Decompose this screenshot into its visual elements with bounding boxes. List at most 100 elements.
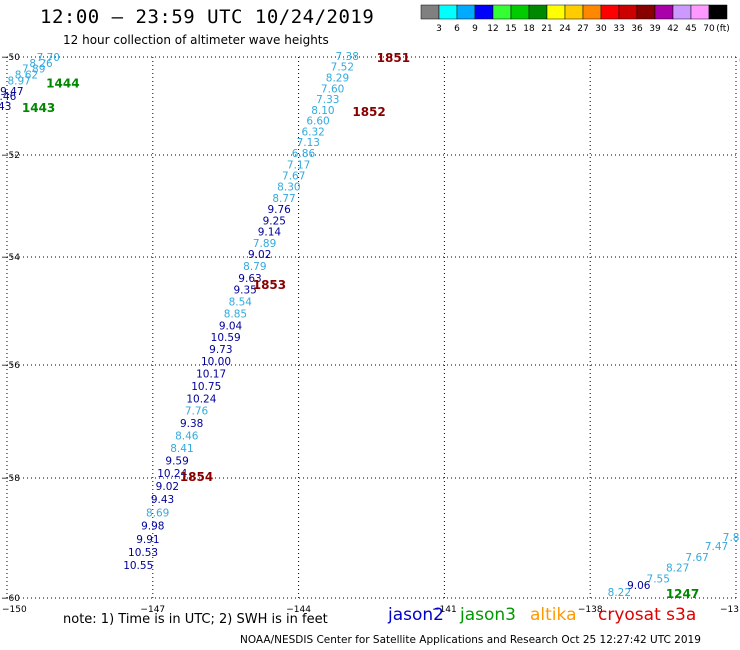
swh-value: 7.13	[297, 137, 320, 149]
swh-value: 9.76	[267, 204, 291, 216]
x-tick-label: −150	[2, 605, 27, 615]
y-tick-label: −52	[1, 151, 20, 161]
colorbar-label: 70	[703, 24, 715, 34]
swh-value: 9.06	[627, 580, 651, 592]
axis-tick-labels: −50 −52 −54 −56 −58 −60−150 −147 −144 −141 −138 −1…	[1, 53, 739, 615]
colorbar: 3 6 9 12 15 18 21 24 27 30 33 36 39 42 45 70 (ft)	[420, 4, 730, 34]
swh-value: 8.54	[229, 297, 253, 309]
x-tick-label: −138	[578, 605, 603, 615]
swh-value: 8.10	[311, 105, 334, 117]
colorbar-label: 39	[649, 24, 661, 34]
swh-value: 6.86	[292, 148, 316, 160]
swh-value: 9.59	[165, 455, 188, 467]
swh-value: 9.25	[263, 215, 286, 227]
legend-jason3: jason3	[460, 605, 516, 625]
swh-value: 8.77	[272, 193, 295, 205]
swh-value: 8.27	[666, 563, 689, 575]
swh-value: 7.52	[331, 62, 354, 74]
swh-observations: 7.708.267.898.628.979.479.469.437.387.52…	[0, 51, 740, 599]
colorbar-label: 3	[436, 24, 442, 34]
swh-value: 7.55	[647, 573, 670, 585]
footer-note: note: 1) Time is in UTC; 2) SWH is in fe…	[63, 612, 328, 627]
swh-value: 7.60	[321, 83, 344, 95]
swh-value: 9.91	[136, 534, 159, 546]
swh-value: 9.43	[151, 494, 174, 506]
pass-time-label: 1247	[666, 587, 699, 601]
colorbar-label: 30	[595, 24, 607, 34]
swh-value: 10.55	[123, 560, 153, 572]
swh-value: 10.00	[201, 356, 231, 368]
swh-value: 10.75	[191, 381, 221, 393]
x-tick-label: −144	[286, 605, 311, 615]
swh-value: 9.73	[209, 344, 232, 356]
legend-altika: altika	[530, 605, 577, 625]
swh-value: 8.69	[146, 507, 169, 519]
x-tick-label: −147	[140, 605, 165, 615]
colorbar-label: 45	[685, 24, 696, 34]
swh-value: 6.45	[739, 55, 740, 67]
colorbar-label: 24	[559, 24, 571, 34]
swh-value: 7.47	[705, 541, 728, 553]
colorbar-label: 36	[631, 24, 643, 34]
colorbar-label: 27	[577, 24, 588, 34]
pass-time-labels: 1444 1443 1851 1852 1853 1854 1247	[22, 51, 699, 601]
swh-value: 8.22	[608, 587, 631, 599]
swh-value: 7.8	[723, 532, 740, 544]
swh-value: 9.63	[238, 273, 261, 285]
swh-value: 7.17	[287, 159, 310, 171]
y-tick-label: −58	[1, 474, 20, 484]
legend-cryosat-s3a: cryosat s3a	[598, 605, 697, 625]
swh-value: 7.67	[282, 170, 305, 182]
swh-value: 7.70	[37, 52, 60, 64]
swh-value: 10.24	[186, 393, 216, 405]
swh-value: 8.62	[15, 70, 38, 82]
swh-value: 8.85	[224, 308, 247, 320]
colorbar-label: 42	[667, 24, 678, 34]
pass-time-label: 1444	[46, 76, 79, 90]
swh-value: 9.35	[233, 285, 256, 297]
swh-value: 9.43	[0, 101, 11, 113]
pass-time-label: 1853	[253, 278, 286, 292]
page-title: 12:00 – 23:59 UTC 10/24/2019	[40, 6, 375, 28]
y-tick-label: −60	[1, 594, 20, 604]
colorbar-label: 18	[523, 24, 535, 34]
swh-value: 8.97	[7, 75, 30, 87]
colorbar-unit: (ft)	[716, 24, 730, 34]
swh-value: 7.89	[253, 238, 276, 250]
colorbar-label: 9	[472, 24, 478, 34]
swh-value: 9.02	[156, 481, 179, 493]
swh-value: 10.53	[128, 547, 158, 559]
colorbar-label: 33	[613, 24, 624, 34]
swh-value: 7.76	[185, 406, 209, 418]
swh-value: 9.98	[141, 521, 164, 533]
swh-value: 6.32	[301, 126, 324, 138]
x-tick-label: −141	[432, 605, 457, 615]
swh-value: 9.04	[219, 320, 243, 332]
credit-line: NOAA/NESDIS Center for Satellite Applica…	[240, 634, 701, 646]
swh-value: 10.17	[196, 368, 226, 380]
pass-time-label: 1854	[180, 470, 213, 484]
swh-value: 8.30	[277, 182, 300, 194]
map-grid	[6, 56, 737, 599]
pass-time-label: 1851	[377, 51, 410, 65]
swh-value: 7.33	[316, 94, 339, 106]
swh-value: 7.89	[22, 64, 45, 76]
swh-value: 9.47	[0, 86, 23, 98]
swh-value: 8.26	[29, 58, 53, 70]
swh-value: 6.60	[306, 116, 329, 128]
swh-value: 9.02	[248, 249, 271, 261]
y-tick-label: −56	[1, 361, 20, 371]
colorbar-swatch	[708, 4, 728, 20]
swh-value: 9.38	[180, 418, 203, 430]
swh-value: 8.41	[170, 443, 193, 455]
swh-value: 8.46	[175, 431, 199, 443]
swh-value: 10.24	[157, 468, 187, 480]
legend-jason2: jason2	[388, 605, 444, 625]
swh-value: 9.14	[258, 227, 282, 239]
swh-value: 8.29	[326, 73, 349, 85]
colorbar-label: 6	[454, 24, 460, 34]
pass-time-label: 1852	[352, 105, 385, 119]
colorbar-label: 21	[541, 24, 552, 34]
pass-time-label: 1443	[22, 101, 55, 115]
